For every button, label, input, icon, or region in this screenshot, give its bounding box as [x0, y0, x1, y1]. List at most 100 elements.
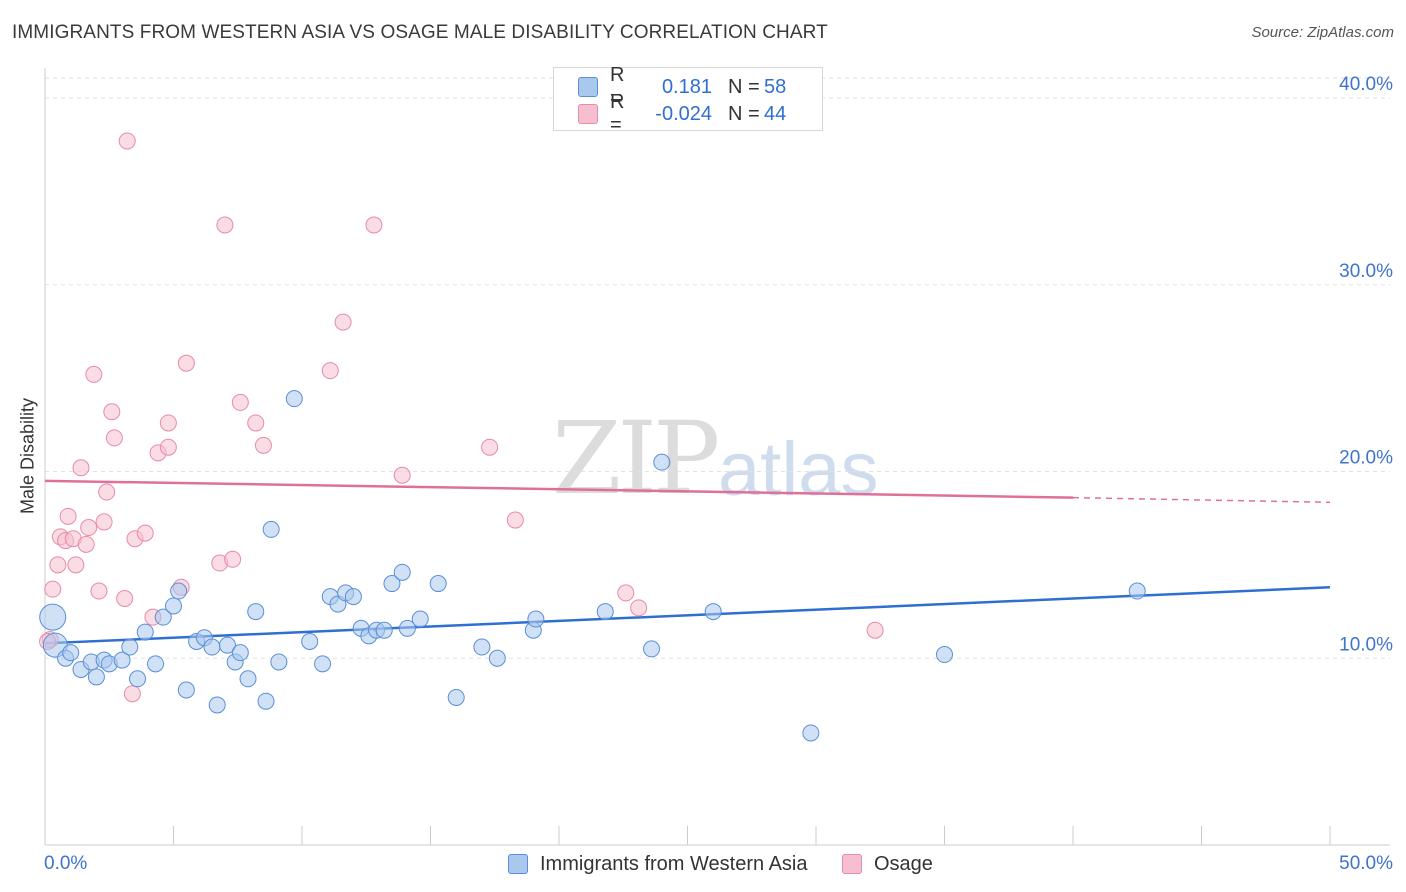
data-point-osage	[393, 466, 411, 484]
y-tick-label: 20.0%	[1339, 448, 1393, 469]
chart-title: IMMIGRANTS FROM WESTERN ASIA VS OSAGE MA…	[12, 22, 828, 43]
data-point-osage	[98, 483, 116, 501]
data-point-western-asia	[177, 681, 195, 699]
legend-r-value: 0.181	[661, 75, 712, 98]
data-point-osage	[866, 621, 884, 639]
series-name: Immigrants from Western Asia	[540, 852, 808, 875]
data-point-western-asia	[643, 640, 661, 658]
data-point-western-asia	[203, 638, 221, 656]
series-legend-pink: Osage	[842, 851, 933, 877]
trend-line-pink	[44, 479, 1074, 499]
data-point-osage	[216, 216, 234, 234]
data-point-osage	[136, 524, 154, 542]
data-point-western-asia	[704, 603, 722, 621]
data-point-western-asia	[802, 724, 820, 742]
x-tick-label: 0.0%	[44, 853, 87, 874]
pink-swatch-icon	[842, 854, 862, 874]
y-tick-label: 10.0%	[1339, 634, 1393, 655]
legend-row-blue: R = 0.181 N = 58	[578, 64, 787, 109]
data-point-western-asia	[231, 644, 249, 662]
trend-lines	[44, 479, 1331, 645]
data-point-western-asia	[262, 520, 280, 538]
legend-n-value: 44	[764, 102, 787, 125]
data-point-osage	[224, 550, 242, 568]
data-point-osage	[118, 132, 136, 150]
data-point-osage	[49, 556, 67, 574]
legend-r-label: R =	[610, 64, 625, 109]
watermark-atlas: atlas	[718, 427, 879, 512]
data-point-osage	[254, 436, 272, 454]
data-point-western-asia	[411, 610, 429, 628]
pink-swatch-icon	[578, 104, 598, 124]
blue-swatch-icon	[508, 854, 528, 874]
data-point-western-asia	[39, 603, 67, 631]
data-point-osage	[177, 354, 195, 372]
data-point-western-asia	[170, 582, 188, 600]
series-legend-blue: Immigrants from Western Asia	[508, 851, 807, 877]
data-point-western-asia	[375, 621, 393, 639]
data-points	[39, 132, 1146, 742]
legend-n-value: 58	[764, 75, 787, 98]
data-point-osage	[77, 535, 95, 553]
data-point-western-asia	[398, 619, 416, 637]
data-point-osage	[123, 685, 141, 703]
data-point-osage	[67, 556, 85, 574]
data-point-western-asia	[596, 603, 614, 621]
data-point-osage	[231, 393, 249, 411]
legend-r-value: -0.024	[655, 102, 712, 125]
data-point-western-asia	[121, 638, 139, 656]
data-point-western-asia	[383, 575, 401, 593]
data-point-western-asia	[239, 670, 257, 688]
legend-r-label: R =	[610, 91, 625, 136]
watermark-zip: ZIP	[552, 400, 720, 517]
data-point-western-asia	[247, 603, 265, 621]
data-point-western-asia	[344, 588, 362, 606]
source-credit: Source: ZipAtlas.com	[1251, 24, 1394, 41]
data-point-western-asia	[270, 653, 288, 671]
data-point-osage	[321, 362, 339, 380]
data-point-osage	[365, 216, 383, 234]
tick-labels: 10.0% 20.0% 30.0% 40.0% 0.0% 50.0%	[44, 74, 1393, 874]
data-point-osage	[334, 313, 352, 331]
data-point-western-asia	[113, 651, 131, 669]
data-point-western-asia	[473, 638, 491, 656]
trend-line-blue	[44, 586, 1331, 645]
data-point-western-asia	[527, 610, 545, 628]
data-point-western-asia	[87, 668, 105, 686]
data-point-western-asia	[62, 644, 80, 662]
legend-n-label: N =	[728, 75, 760, 98]
data-point-osage	[85, 365, 103, 383]
data-point-osage	[103, 403, 121, 421]
data-point-osage	[247, 414, 265, 432]
data-point-osage	[116, 589, 134, 607]
series-name: Osage	[874, 852, 933, 875]
data-point-western-asia	[136, 623, 154, 641]
data-point-western-asia	[129, 670, 147, 688]
data-point-osage	[72, 459, 90, 477]
legend-n-label: N =	[728, 102, 760, 125]
data-point-osage	[481, 438, 499, 456]
grid-lines	[45, 77, 1390, 659]
data-point-western-asia	[257, 692, 275, 710]
blue-swatch-icon	[578, 77, 598, 97]
data-point-western-asia	[653, 453, 671, 471]
data-point-osage	[80, 519, 98, 537]
y-tick-label: 30.0%	[1339, 261, 1393, 282]
y-tick-label: 40.0%	[1339, 74, 1393, 95]
data-point-osage	[44, 580, 62, 598]
data-point-western-asia	[301, 632, 319, 650]
data-point-western-asia	[429, 575, 447, 593]
trend-line-pink-extension	[1072, 496, 1331, 504]
legend-row-pink: R = -0.024 N = 44	[578, 91, 787, 136]
data-point-osage	[90, 582, 108, 600]
data-point-osage	[105, 429, 123, 447]
data-point-western-asia	[314, 655, 332, 673]
correlation-legend: R = 0.181 N = 58 R = -0.024 N = 44	[553, 64, 823, 136]
data-point-osage	[506, 511, 524, 529]
data-point-western-asia	[1128, 582, 1146, 600]
data-point-osage	[159, 438, 177, 456]
data-point-osage	[59, 507, 77, 525]
data-point-western-asia	[447, 688, 465, 706]
data-point-western-asia	[154, 608, 172, 626]
